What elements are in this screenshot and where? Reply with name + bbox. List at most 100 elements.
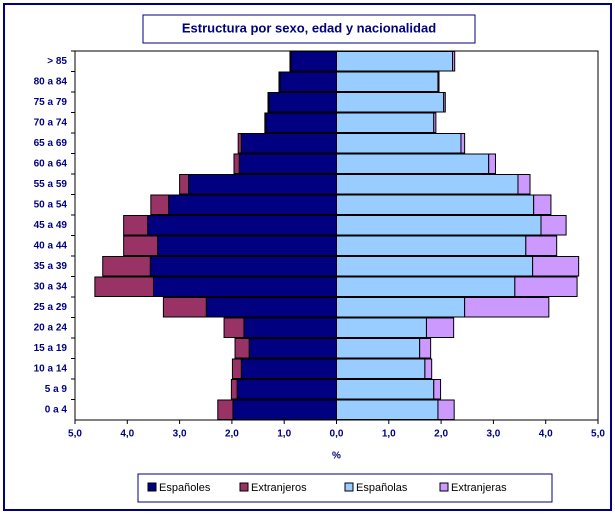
bar	[424, 358, 433, 379]
bar	[514, 276, 578, 297]
legend-label: Extranjeras	[451, 482, 507, 494]
bar	[336, 194, 535, 215]
legend-label: Españoles	[159, 482, 211, 494]
bar	[336, 338, 421, 359]
x-tick-label: 4,0	[539, 429, 553, 440]
bar	[236, 379, 338, 400]
bar	[443, 92, 446, 113]
bar	[157, 235, 337, 256]
bar	[452, 51, 456, 72]
legend-label: Españolas	[356, 482, 408, 494]
bar	[336, 112, 435, 133]
bar	[234, 338, 250, 359]
bar	[279, 71, 337, 92]
x-tick-label: 5,0	[591, 429, 605, 440]
bar	[147, 215, 337, 236]
bar	[152, 276, 337, 297]
bar	[123, 215, 149, 236]
bar	[290, 51, 337, 72]
bar	[437, 399, 455, 420]
bar	[264, 112, 267, 133]
bar	[289, 51, 292, 72]
bar	[336, 235, 527, 256]
bar	[336, 317, 427, 338]
bar	[517, 174, 531, 195]
y-tick-label: 80 a 84	[34, 76, 68, 87]
bar	[336, 276, 516, 297]
bar	[240, 358, 337, 379]
bar	[231, 358, 242, 379]
x-tick-label: 5,0	[68, 429, 82, 440]
bar	[217, 399, 234, 420]
bar	[150, 194, 170, 215]
y-tick-label: 70 a 74	[34, 117, 68, 128]
x-tick-label: 3,0	[173, 429, 187, 440]
bar	[336, 71, 439, 92]
bar	[232, 399, 337, 420]
bar	[336, 51, 454, 72]
bar	[525, 235, 558, 256]
bar	[230, 379, 238, 400]
y-tick-label: 60 a 64	[34, 158, 68, 169]
y-tick-label: 45 a 49	[34, 220, 68, 231]
y-tick-label: 75 a 79	[34, 97, 68, 108]
y-tick-label: 50 a 54	[34, 199, 68, 210]
bar	[336, 379, 435, 400]
bar	[102, 256, 151, 277]
bar	[460, 133, 466, 154]
y-tick-label: 10 a 14	[34, 363, 68, 374]
bar	[336, 92, 445, 113]
x-axis-label: %	[332, 451, 341, 462]
bar	[533, 194, 552, 215]
legend-label: Extranjeros	[251, 482, 307, 494]
bar	[419, 338, 432, 359]
bar	[464, 297, 550, 318]
bar	[336, 133, 462, 154]
legend-swatch	[344, 482, 354, 492]
bar	[240, 133, 337, 154]
bar	[336, 399, 439, 420]
bar	[179, 174, 189, 195]
bar	[336, 215, 542, 236]
chart-title: Estructura por sexo, edad y nacionalidad	[182, 20, 436, 35]
bar	[433, 379, 442, 400]
x-tick-label: 2,0	[225, 429, 239, 440]
bar	[488, 153, 496, 174]
legend-swatch	[239, 482, 249, 492]
legend-swatch	[147, 482, 157, 492]
y-tick-label: 25 a 29	[34, 302, 68, 313]
x-tick-label: 1,0	[277, 429, 291, 440]
bar	[162, 297, 207, 318]
x-tick-label: 1,0	[382, 429, 396, 440]
bar	[94, 276, 154, 297]
y-tick-label: > 85	[47, 56, 67, 67]
bar	[540, 215, 567, 236]
bar	[149, 256, 337, 277]
bar	[336, 174, 519, 195]
y-tick-label: 35 a 39	[34, 261, 68, 272]
bar	[336, 256, 534, 277]
bar	[223, 317, 245, 338]
y-tick-label: 40 a 44	[34, 240, 68, 251]
bar	[268, 92, 337, 113]
bar	[336, 153, 490, 174]
bar	[267, 92, 270, 113]
bar	[265, 112, 337, 133]
bar	[205, 297, 337, 318]
bar	[233, 153, 240, 174]
bar	[532, 256, 580, 277]
y-tick-label: 0 a 4	[45, 404, 68, 415]
y-tick-label: 20 a 24	[34, 322, 68, 333]
bar	[336, 358, 426, 379]
y-tick-label: 5 a 9	[45, 384, 68, 395]
bar	[238, 153, 337, 174]
bar	[278, 71, 281, 92]
x-tick-label: 0,0	[330, 429, 344, 440]
bar	[336, 297, 466, 318]
bar	[425, 317, 455, 338]
x-tick-label: 2,0	[434, 429, 448, 440]
bar	[168, 194, 337, 215]
bar	[243, 317, 337, 338]
y-tick-label: 55 a 59	[34, 179, 68, 190]
